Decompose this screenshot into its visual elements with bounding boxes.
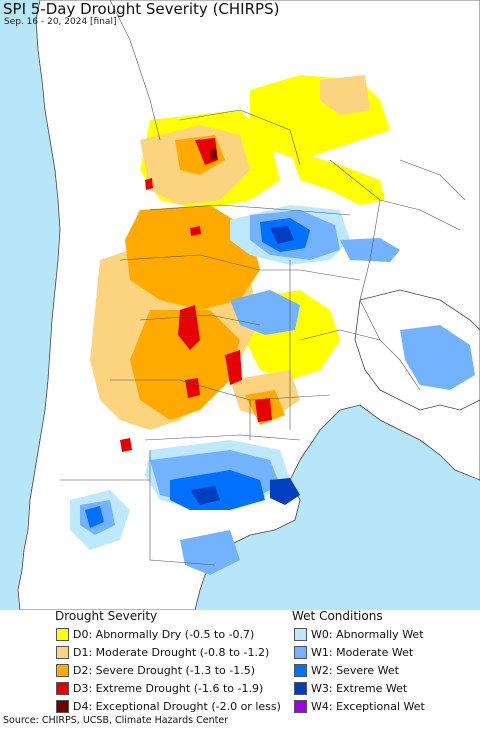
legend-item-w2: W2: Severe Wet [294, 663, 399, 677]
legend-item-d4: D4: Exceptional Drought (-2.0 or less) [56, 699, 281, 713]
legend-label-w1: W1: Moderate Wet [311, 645, 414, 659]
source-credit: Source: CHIRPS, UCSB, Climate Hazards Ce… [3, 715, 229, 726]
legend-swatch-d1 [56, 645, 69, 659]
legend-label-d3: D3: Extreme Drought (-1.6 to -1.9) [73, 681, 264, 695]
map-subtitle: Sep. 16 - 20, 2024 [final] [4, 17, 117, 27]
legend-item-w4: W4: Exceptional Wet [294, 699, 425, 713]
legend-swatch-d0 [56, 627, 69, 641]
drought-legend-heading: Drought Severity [55, 609, 158, 623]
legend-swatch-w0 [294, 627, 307, 641]
legend-swatch-w4 [294, 699, 307, 713]
map-title: SPI 5-Day Drought Severity (CHIRPS) [3, 0, 280, 18]
legend-item-d2: D2: Severe Drought (-1.3 to -1.5) [56, 663, 255, 677]
wet-legend-heading: Wet Conditions [292, 609, 383, 623]
legend-swatch-d3 [56, 681, 69, 695]
legend-label-w2: W2: Severe Wet [311, 663, 399, 677]
legend-swatch-d4 [56, 699, 69, 713]
legend-item-d0: D0: Abnormally Dry (-0.5 to -0.7) [56, 627, 254, 641]
legend-item-w0: W0: Abnormally Wet [294, 627, 424, 641]
province-borders [60, 0, 466, 566]
legend-swatch-d2 [56, 663, 69, 677]
legend-label-d4: D4: Exceptional Drought (-2.0 or less) [73, 699, 281, 713]
legend-swatch-w2 [294, 663, 307, 677]
legend-label-w4: W4: Exceptional Wet [311, 699, 425, 713]
legend-item-w3: W3: Extreme Wet [294, 681, 407, 695]
legend-item-d3: D3: Extreme Drought (-1.6 to -1.9) [56, 681, 263, 695]
legend-label-d1: D1: Moderate Drought (-0.8 to -1.2) [73, 645, 270, 659]
wet-patches [70, 205, 475, 575]
legend-label-w3: W3: Extreme Wet [311, 681, 408, 695]
legend-item-w1: W1: Moderate Wet [294, 645, 413, 659]
legend-label-w0: W0: Abnormally Wet [311, 627, 424, 641]
drought-map [0, 0, 480, 610]
legend-swatch-w1 [294, 645, 307, 659]
legend-label-d0: D0: Abnormally Dry (-0.5 to -0.7) [73, 627, 255, 641]
legend-label-d2: D2: Severe Drought (-1.3 to -1.5) [73, 663, 256, 677]
legend-item-d1: D1: Moderate Drought (-0.8 to -1.2) [56, 645, 269, 659]
legend-swatch-w3 [294, 681, 307, 695]
